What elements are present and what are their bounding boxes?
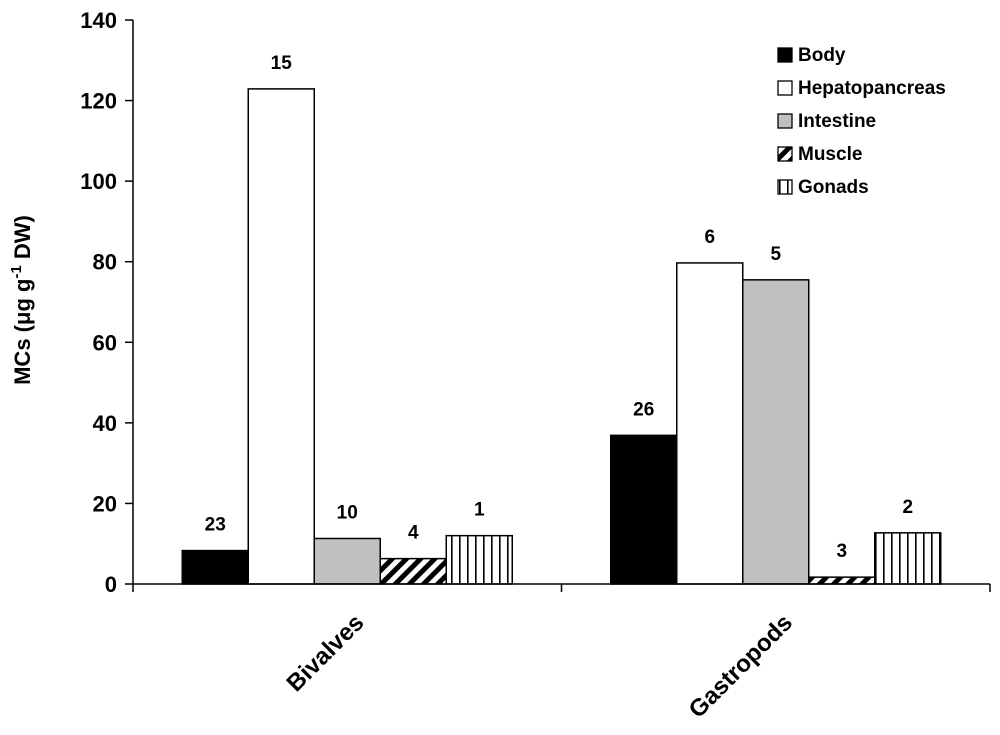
bar-data-label: 1	[474, 500, 485, 521]
legend-label: Muscle	[798, 144, 862, 165]
bar-data-label: 26	[633, 399, 654, 420]
bar-data-label: 23	[205, 515, 226, 536]
y-tick-label: 140	[80, 8, 117, 33]
legend-swatch-gonads	[777, 179, 793, 195]
y-tick-label: 120	[80, 89, 117, 114]
legend-label: Body	[798, 45, 846, 66]
bar-body	[610, 434, 678, 585]
y-axis-label-part: MCs (	[10, 324, 35, 385]
y-axis-label-part: g g	[10, 279, 35, 312]
legend-swatch-intestine	[777, 113, 793, 129]
bar-intestine	[742, 279, 810, 585]
bars-group	[181, 88, 942, 585]
bar-labels-group: 23 15 10 4 1 26 6 5 3 2	[205, 53, 913, 562]
svg-text:MCs (μg g-1 DW): MCs (μg g-1 DW)	[8, 215, 35, 385]
category-labels: Bivalves Gastropods	[282, 609, 798, 723]
bar-muscle	[379, 557, 447, 585]
legend-swatch-body	[777, 47, 793, 63]
y-axis-label-superscript: -1	[8, 265, 25, 278]
bar-data-label: 6	[704, 227, 715, 248]
y-axis-label: MCs (μg g-1 DW)	[8, 215, 35, 385]
legend-swatch-hepatopancreas	[777, 80, 793, 96]
bar-gonads	[874, 532, 942, 585]
y-axis-label-part: DW)	[10, 215, 35, 265]
legend-swatch-muscle	[777, 146, 793, 162]
bar-data-label: 4	[408, 523, 419, 544]
category-label: Bivalves	[282, 609, 370, 697]
y-tick-label: 100	[80, 169, 117, 194]
legend-label: Hepatopancreas	[798, 78, 946, 99]
legend: Body Hepatopancreas Intestine Muscle Gonads	[777, 45, 946, 198]
bar-hepatopancreas	[676, 262, 744, 585]
bar-intestine	[313, 537, 381, 585]
category-label: Gastropods	[684, 609, 798, 723]
bar-data-label: 15	[271, 53, 293, 74]
y-axis-label-part: μ	[10, 312, 35, 325]
bar-muscle	[808, 576, 876, 585]
y-tick-label: 20	[93, 491, 117, 516]
x-axis	[132, 583, 991, 592]
bar-hepatopancreas	[247, 88, 315, 585]
bar-data-label: 2	[902, 497, 913, 518]
legend-label: Intestine	[798, 111, 876, 132]
bar-data-label: 10	[337, 502, 358, 523]
bar-data-label: 5	[770, 244, 781, 265]
bar-gonads	[445, 534, 513, 585]
y-tick-label: 80	[93, 250, 117, 275]
bar-data-label: 3	[836, 541, 847, 562]
bar-body	[181, 549, 249, 585]
y-tick-label: 60	[93, 330, 117, 355]
legend-label: Gonads	[798, 177, 869, 198]
y-tick-label: 40	[93, 411, 117, 436]
y-axis-ticks: 0 20 40 60 80 100 120 140	[80, 8, 134, 597]
y-tick-label: 0	[105, 572, 117, 597]
